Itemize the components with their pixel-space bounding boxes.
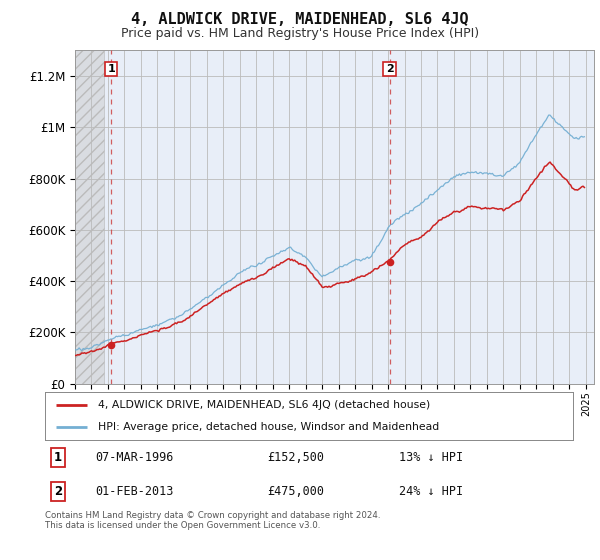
Text: HPI: Average price, detached house, Windsor and Maidenhead: HPI: Average price, detached house, Wind… — [98, 422, 439, 432]
Text: £152,500: £152,500 — [267, 451, 324, 464]
Text: 4, ALDWICK DRIVE, MAIDENHEAD, SL6 4JQ (detached house): 4, ALDWICK DRIVE, MAIDENHEAD, SL6 4JQ (d… — [98, 400, 430, 410]
Text: 24% ↓ HPI: 24% ↓ HPI — [399, 485, 463, 498]
Text: 1: 1 — [107, 64, 115, 74]
Text: Contains HM Land Registry data © Crown copyright and database right 2024.
This d: Contains HM Land Registry data © Crown c… — [45, 511, 380, 530]
Text: 2: 2 — [386, 64, 394, 74]
Text: 4, ALDWICK DRIVE, MAIDENHEAD, SL6 4JQ: 4, ALDWICK DRIVE, MAIDENHEAD, SL6 4JQ — [131, 12, 469, 27]
Bar — [75, 50, 104, 384]
Text: 07-MAR-1996: 07-MAR-1996 — [95, 451, 173, 464]
Text: 2: 2 — [54, 485, 62, 498]
Text: Price paid vs. HM Land Registry's House Price Index (HPI): Price paid vs. HM Land Registry's House … — [121, 27, 479, 40]
Bar — [75, 50, 104, 384]
Text: £475,000: £475,000 — [267, 485, 324, 498]
Text: 1: 1 — [54, 451, 62, 464]
Text: 01-FEB-2013: 01-FEB-2013 — [95, 485, 173, 498]
Text: 13% ↓ HPI: 13% ↓ HPI — [399, 451, 463, 464]
